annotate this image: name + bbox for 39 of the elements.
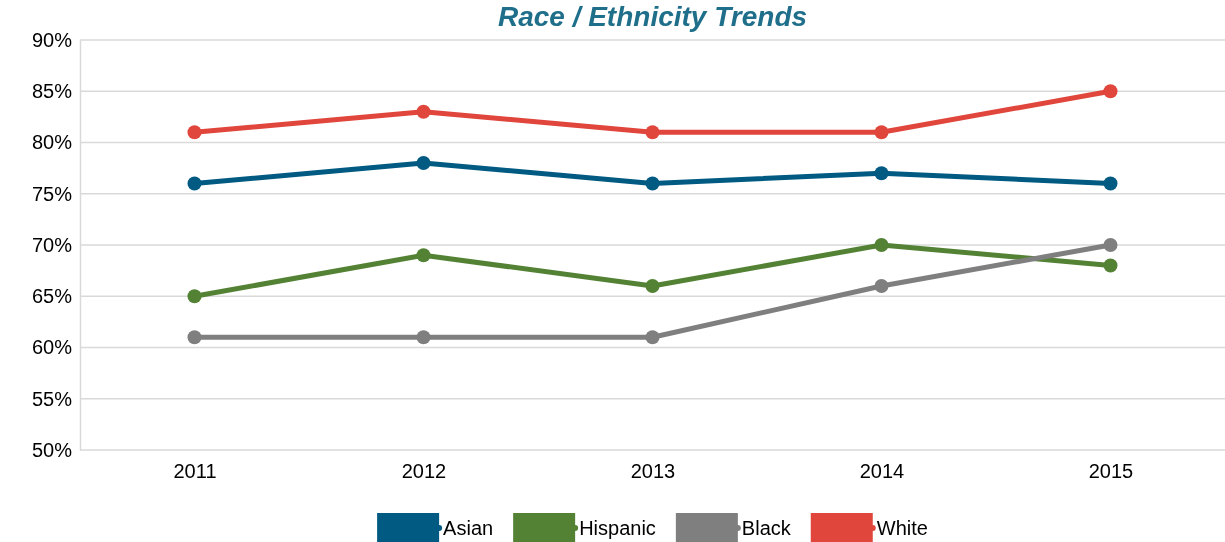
point <box>1103 176 1118 191</box>
point <box>874 279 889 293</box>
y-tick-label: 50% <box>31 438 73 461</box>
point <box>645 125 660 140</box>
legend-label: Black <box>741 517 792 539</box>
point <box>645 176 660 191</box>
y-tick-label: 75% <box>31 182 73 205</box>
y-tick-label: 60% <box>31 336 73 359</box>
point <box>187 330 202 345</box>
point <box>1103 238 1118 252</box>
point <box>874 166 889 181</box>
point <box>1103 84 1118 99</box>
point <box>874 238 889 252</box>
x-tick-label: 2013 <box>630 460 676 483</box>
y-tick-label: 90% <box>31 28 73 51</box>
y-tick-label: 70% <box>31 233 73 256</box>
legend-label: Hispanic <box>579 517 656 539</box>
point <box>416 330 431 345</box>
point <box>416 156 431 170</box>
point <box>187 176 202 191</box>
y-tick-label: 55% <box>31 387 73 410</box>
x-tick-label: 2012 <box>401 460 447 483</box>
point <box>187 289 202 304</box>
point <box>416 248 431 263</box>
point <box>187 125 202 140</box>
point <box>416 104 431 119</box>
y-tick-label: 80% <box>31 131 73 154</box>
x-tick-label: 2011 <box>173 460 217 483</box>
x-tick-label: 2015 <box>1088 460 1134 483</box>
legend-label: Asian <box>443 517 494 539</box>
point <box>645 330 660 345</box>
point <box>645 279 660 293</box>
chart-title: Race / Ethnicity Trends <box>497 1 808 32</box>
x-tick-label: 2014 <box>859 460 905 483</box>
point <box>1103 258 1118 273</box>
y-tick-label: 85% <box>31 80 73 103</box>
point <box>874 125 889 140</box>
y-tick-label: 65% <box>31 285 73 308</box>
legend-label: White <box>876 517 928 539</box>
